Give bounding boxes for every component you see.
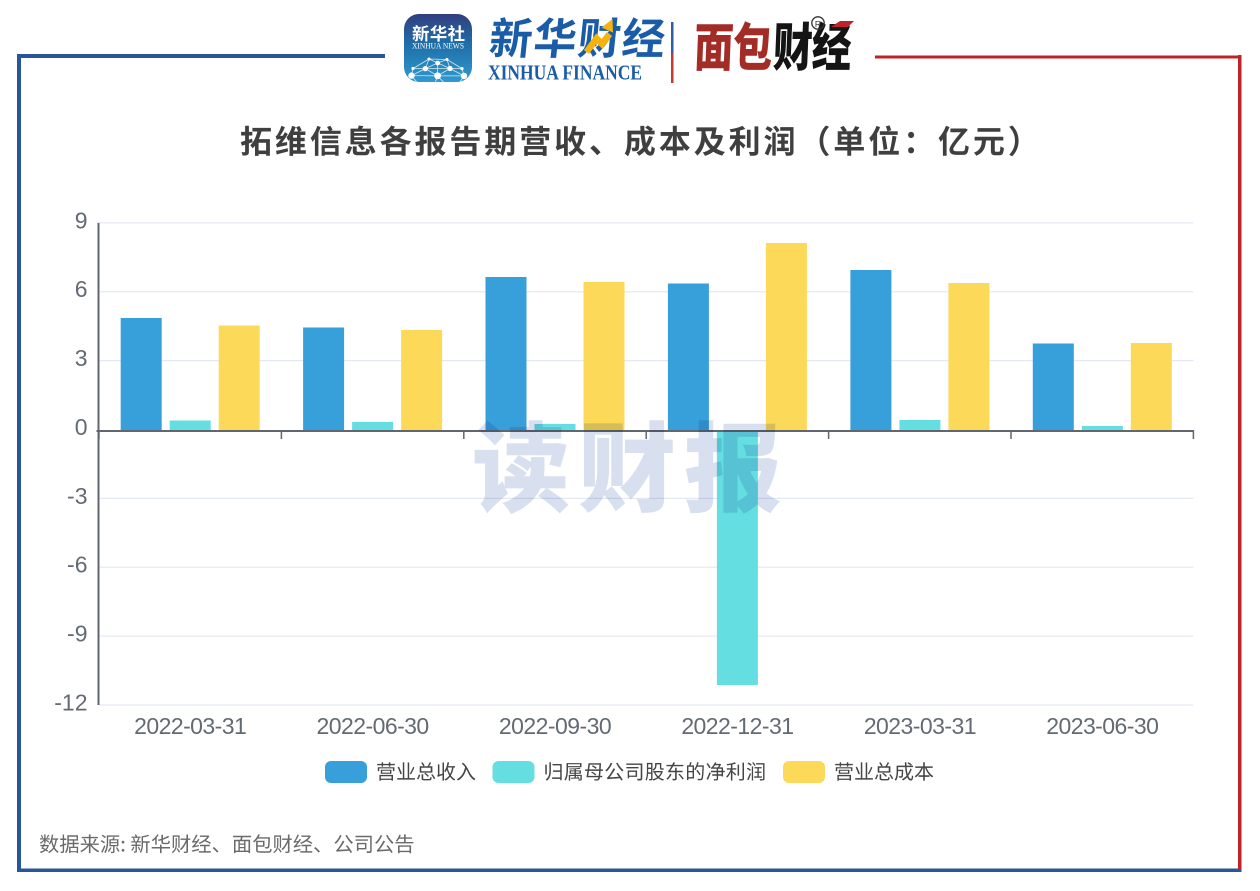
svg-text:2022-12-31: 2022-12-31 [681, 713, 793, 739]
svg-text:-9: -9 [67, 621, 87, 647]
svg-text:2022-03-31: 2022-03-31 [134, 713, 246, 739]
svg-text:-6: -6 [67, 552, 87, 578]
svg-text:-12: -12 [54, 689, 87, 715]
svg-text:6: 6 [75, 276, 88, 302]
svg-text:2022-09-30: 2022-09-30 [499, 713, 611, 739]
svg-text:R: R [815, 19, 821, 29]
svg-text:3: 3 [75, 345, 88, 371]
svg-text:2023-06-30: 2023-06-30 [1046, 713, 1158, 739]
svg-text:2022-06-30: 2022-06-30 [317, 713, 429, 739]
svg-text:9: 9 [75, 207, 88, 233]
svg-text:XINHUA FINANCE: XINHUA FINANCE [488, 61, 642, 85]
svg-text:2023-03-31: 2023-03-31 [864, 713, 976, 739]
svg-text:-3: -3 [67, 483, 87, 509]
svg-text:XINHUA NEWS: XINHUA NEWS [412, 42, 464, 51]
svg-text:0: 0 [75, 414, 88, 440]
